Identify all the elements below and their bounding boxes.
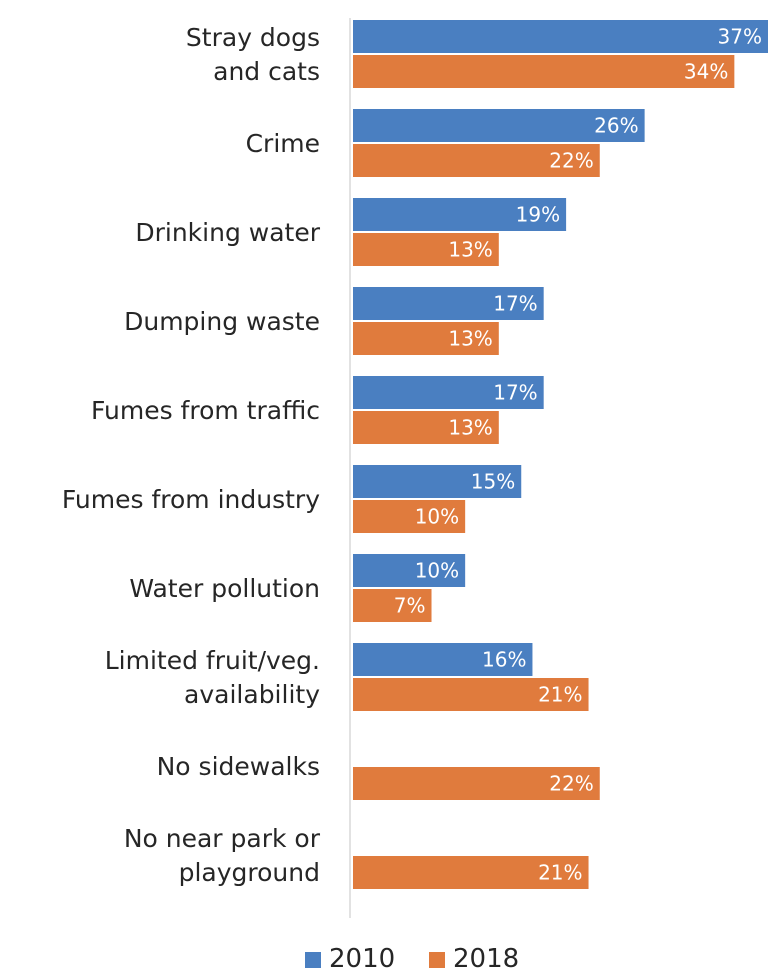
bar-2018-2 [353,233,499,266]
value-label-2018-2: 13% [448,238,492,262]
bars-group: 37%34%26%22%19%13%17%13%17%13%15%10%10%7… [353,20,768,889]
value-label-2010-3: 17% [493,292,537,316]
bar-2010-1 [353,109,645,142]
category-label-2: Drinking water [135,218,320,247]
category-labels: Stray dogs and cats Crime Drinking water Dum… [62,23,321,887]
bar-2018-0 [353,55,735,88]
category-label-7-line-0: Limited fruit/veg. [105,646,320,675]
value-label-2010-0: 37% [718,25,762,49]
legend-label-2010: 2010 [329,944,395,974]
value-label-2010-7: 16% [482,648,526,672]
value-label-2018-0: 34% [684,60,728,84]
legend-swatch-2018 [429,952,445,968]
bar-2018-3 [353,322,499,355]
category-label-0-line-0: Stray dogs [186,23,320,52]
bar-2010-3 [353,287,544,320]
value-label-2010-5: 15% [471,470,515,494]
bar-2018-9 [353,856,589,889]
bar-2018-7 [353,678,589,711]
bar-2018-8 [353,767,600,800]
category-label-9-line-1: playground [179,858,320,887]
legend-swatch-2010 [305,952,321,968]
legend: 2010 2018 [305,944,519,974]
legend-label-2018: 2018 [453,944,519,974]
bar-2018-1 [353,144,600,177]
value-label-2018-6: 7% [394,594,426,618]
category-label-0-line-1: and cats [213,57,320,86]
category-label-7-line-1: availability [184,680,320,709]
bar-2010-7 [353,643,533,676]
bar-2010-6 [353,554,466,587]
value-label-2018-9: 21% [538,861,582,885]
bar-2010-4 [353,376,544,409]
category-label-8: No sidewalks [157,752,320,781]
category-label-6: Water pollution [129,574,320,603]
category-label-9-line-0: No near park or [124,824,321,853]
value-label-2010-6: 10% [415,559,459,583]
bar-2010-5 [353,465,522,498]
value-label-2018-3: 13% [448,327,492,351]
bar-2018-5 [353,500,466,533]
category-label-3: Dumping waste [124,307,320,336]
value-label-2010-2: 19% [516,203,560,227]
category-label-4: Fumes from traffic [91,396,320,425]
bar-2018-6 [353,589,432,622]
value-label-2010-4: 17% [493,381,537,405]
bar-2010-0 [353,20,768,53]
value-label-2018-4: 13% [448,416,492,440]
category-label-1: Crime [246,129,320,158]
value-label-2018-5: 10% [415,505,459,529]
value-label-2018-7: 21% [538,683,582,707]
bar-2018-4 [353,411,499,444]
category-label-5: Fumes from industry [62,485,320,514]
bar-2010-2 [353,198,567,231]
value-label-2018-8: 22% [549,772,593,796]
value-label-2010-1: 26% [594,114,638,138]
value-label-2018-1: 22% [549,149,593,173]
